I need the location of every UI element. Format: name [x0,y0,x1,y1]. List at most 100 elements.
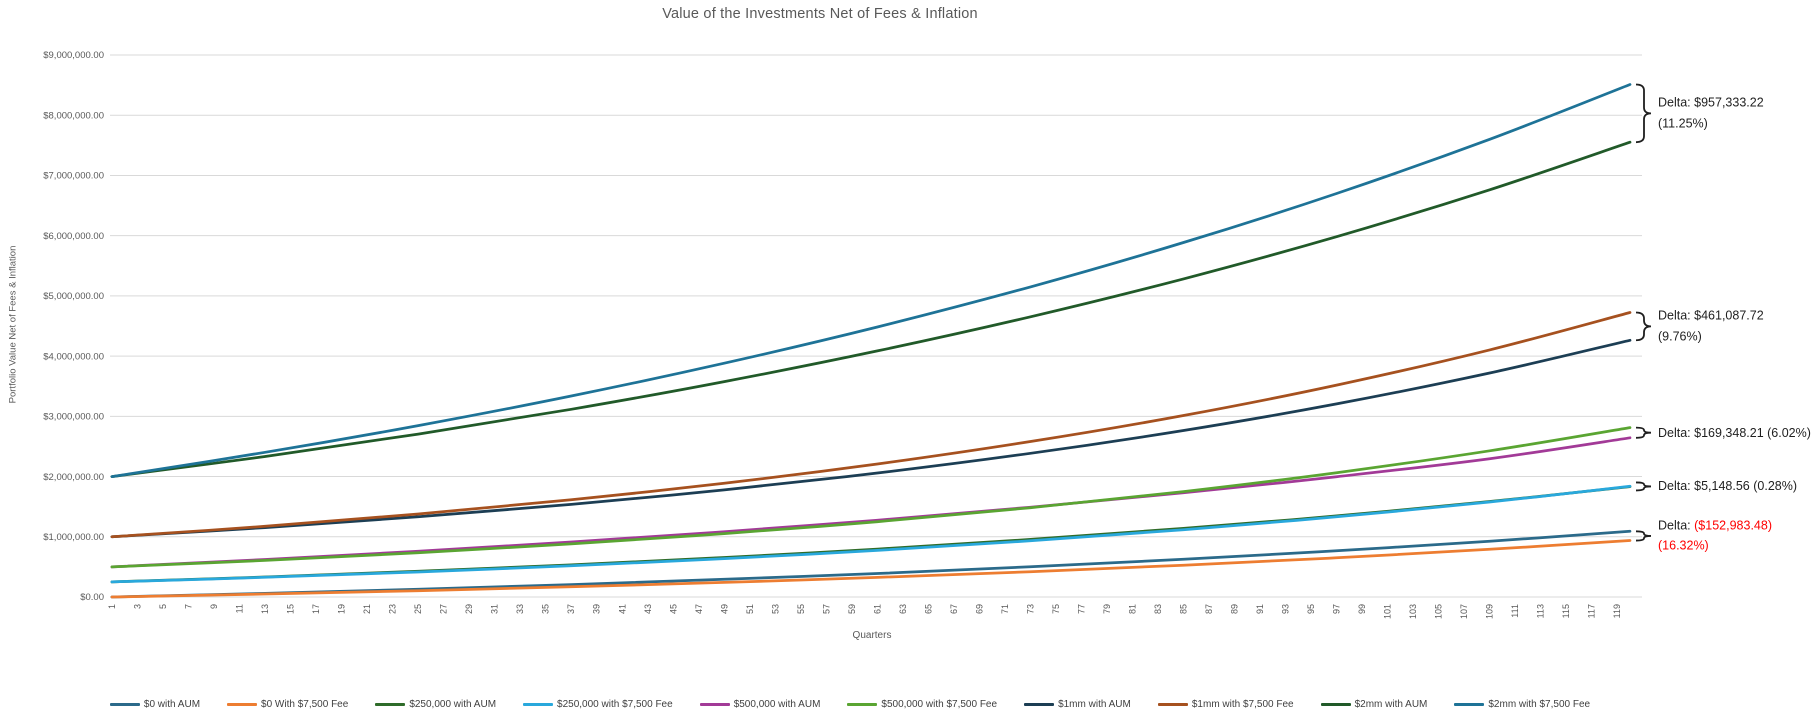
x-tick-label: 73 [1025,604,1035,614]
chart-title: Value of the Investments Net of Fees & I… [662,6,978,22]
legend-item--0-with-aum: $0 with AUM [109,699,201,710]
x-tick-label: 103 [1408,604,1418,619]
x-tick-label: 65 [923,604,933,614]
legend-swatch [699,702,730,707]
x-tick-label: 27 [439,604,449,614]
x-tick-label: 49 [719,604,729,614]
delta-brace [1635,530,1652,542]
x-tick-label: 13 [260,604,270,614]
legend-item--500-000-with-aum: $500,000 with AUM [699,699,821,710]
x-tick-label: 63 [898,604,908,614]
x-tick-label: 29 [464,604,474,614]
x-tick-label: 69 [974,604,984,614]
delta-annotation-2: Delta: $461,087.72 (9.76%) [1658,306,1764,347]
legend-label: $500,000 with AUM [733,699,821,710]
x-tick-label: 107 [1459,604,1469,619]
legend-label: $1mm with $7,500 Fee [1191,699,1294,710]
legend-swatch [1024,702,1055,707]
delta-brace [1635,311,1652,342]
legend-swatch [227,702,258,707]
legend-swatch [109,702,140,707]
y-tick-label: $5,000,000.00 [43,291,104,302]
chart-legend: $0 with AUM $0 With $7,500 Fee $250,000 wi… [0,699,1700,710]
annotation-prefix: Delta: [1658,425,1691,440]
delta-brace [1635,83,1652,144]
delta-brace [1635,426,1652,439]
x-tick-label: 79 [1102,604,1112,614]
annotation-value: $5,148.56 [1694,479,1750,494]
x-tick-label: 11 [235,604,245,613]
x-tick-label: 71 [1000,604,1010,614]
x-tick-label: 85 [1179,604,1189,614]
x-tick-label: 75 [1051,604,1061,614]
x-tick-label: 101 [1383,604,1393,619]
legend-swatch [523,702,554,707]
x-tick-label: 37 [566,604,576,614]
x-tick-label: 41 [617,604,627,614]
x-tick-label: 35 [541,604,551,614]
y-tick-label: $1,000,000.00 [43,532,104,543]
y-tick-label: $4,000,000.00 [43,351,104,362]
legend-swatch [1157,702,1188,707]
x-tick-label: 97 [1332,604,1342,614]
x-tick-label: 31 [490,604,500,614]
y-tick-label: $6,000,000.00 [43,231,104,242]
x-tick-label: 117 [1587,604,1597,618]
x-tick-label: 67 [949,604,959,614]
x-tick-label: 55 [796,604,806,614]
x-tick-label: 99 [1357,604,1367,614]
annotation-value: $461,087.72 [1694,308,1764,323]
legend-item--500-000-with-7-500-fee: $500,000 with $7,500 Fee [847,699,997,710]
x-tick-label: 109 [1485,604,1495,619]
x-tick-label: 5 [158,604,168,609]
legend-label: $2mm with $7,500 Fee [1488,699,1591,710]
annotation-prefix: Delta: [1658,308,1691,323]
x-tick-label: 89 [1230,604,1240,614]
x-tick-label: 23 [388,604,398,614]
x-tick-label: 77 [1076,604,1086,614]
annotation-percent: (9.76%) [1658,329,1702,344]
series-line--2mm-with-aum [110,140,1632,478]
legend-swatch [1320,702,1351,707]
y-tick-label: $2,000,000.00 [43,472,104,483]
x-tick-label: 3 [133,604,143,609]
legend-swatch [847,702,878,707]
annotation-value: $957,333.22 [1694,95,1764,110]
series-line--0-with-7-500-fee [110,539,1632,599]
annotation-prefix: Delta: [1658,95,1691,110]
x-tick-label: 113 [1536,604,1546,618]
legend-swatch [1454,702,1485,707]
legend-item--0-with-7-500-fee: $0 With $7,500 Fee [227,699,348,710]
annotation-value: ($152,983.48) [1694,518,1772,533]
annotation-prefix: Delta: [1658,479,1691,494]
y-tick-label: $3,000,000.00 [43,412,104,423]
x-tick-label: 7 [184,604,194,609]
x-tick-label: 81 [1128,604,1138,614]
x-tick-label: 39 [592,604,602,614]
series-line--1mm-with-aum [110,338,1632,539]
x-tick-label: 15 [286,604,296,614]
legend-swatch [375,702,406,707]
x-tick-label: 1 [107,604,117,609]
legend-item--2mm-with-aum: $2mm with AUM [1320,699,1427,710]
series-line--250-000-with-7-500-fee [110,484,1632,584]
legend-label: $1mm with AUM [1058,699,1131,710]
annotation-percent: (11.25%) [1658,116,1708,131]
series-line--250-000-with-aum [110,485,1632,584]
annotation-percent: (0.28%) [1753,479,1798,494]
annotation-percent: (16.32%) [1658,538,1709,553]
x-tick-label: 43 [643,604,653,614]
legend-label: $250,000 with AUM [409,699,497,710]
annotation-prefix: Delta: [1658,518,1691,533]
x-tick-label: 105 [1434,604,1444,619]
x-tick-label: 57 [821,604,831,614]
delta-brace [1635,481,1652,492]
x-tick-label: 83 [1153,604,1163,614]
x-tick-label: 47 [694,604,704,614]
delta-annotation-3: Delta: $169,348.21 (6.02%) [1658,422,1811,443]
legend-item--1mm-with-7-500-fee: $1mm with $7,500 Fee [1157,699,1294,710]
legend-label: $0 With $7,500 Fee [261,699,349,710]
delta-annotation-1: Delta: $957,333.22 (11.25%) [1658,93,1764,134]
legend-label: $0 with AUM [143,699,201,710]
x-tick-label: 59 [847,604,857,614]
